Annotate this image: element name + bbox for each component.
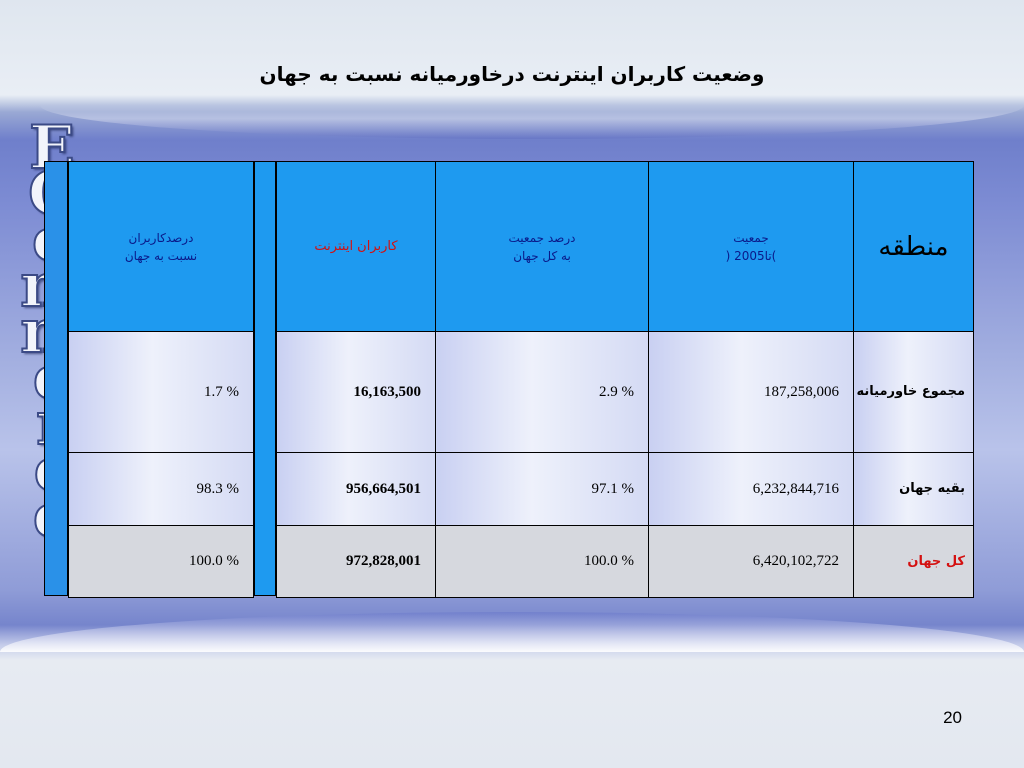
cell-population: 6,420,102,722 bbox=[648, 525, 854, 598]
header-users: کاربران اینترنت bbox=[314, 239, 398, 254]
table-row: 16,163,500 2.9 % 187,258,006 مجموع خاورم… bbox=[276, 331, 974, 453]
cell-region: بقیه جهان bbox=[853, 452, 974, 526]
page-number: 20 bbox=[943, 708, 962, 727]
region-label: مجموع خاورمیانه bbox=[856, 384, 965, 399]
header-cell-pop-pct: درصد جمعیت به کل جهان bbox=[435, 161, 649, 332]
table-row: 956,664,501 97.1 % 6,232,844,716 بقیه جه… bbox=[276, 452, 974, 526]
cell-share-middle-east: 1.7 % bbox=[68, 331, 254, 453]
header-population-line1: جمعیت bbox=[733, 230, 769, 245]
cell-pop-pct: 2.9 % bbox=[435, 331, 649, 453]
table-row-total: 972,828,001 100.0 % 6,420,102,722 کل جها… bbox=[276, 525, 974, 598]
cell-population: 187,258,006 bbox=[648, 331, 854, 453]
cell-region: مجموع خاورمیانه bbox=[853, 331, 974, 453]
data-table: کاربران اینترنت درصد جمعیت به کل جهان جم… bbox=[276, 161, 974, 598]
share-column-table: درصدکاربران نسبت به جهان 1.7 % 98.3 % 10… bbox=[68, 161, 254, 598]
cell-users: 956,664,501 bbox=[276, 452, 436, 526]
header-pop-pct-line2: به کل جهان bbox=[513, 248, 571, 263]
decorative-band-top bbox=[40, 105, 1024, 139]
table-left-strip bbox=[44, 161, 68, 596]
header-cell-region: منطقه bbox=[853, 161, 974, 332]
header-share-line2: نسبت به جهان bbox=[124, 248, 198, 263]
header-pop-pct-line1: درصد جمعیت bbox=[508, 230, 576, 245]
cell-share-world-total: 100.0 % bbox=[68, 525, 254, 598]
cell-pop-pct: 97.1 % bbox=[435, 452, 649, 526]
header-cell-population: جمعیت )تا2005 ( bbox=[648, 161, 854, 332]
slide-title: وضعیت کاربران اینترنت درخاورمیانه نسبت ب… bbox=[259, 62, 765, 86]
header-cell-share: درصدکاربران نسبت به جهان bbox=[68, 161, 254, 332]
cell-region: کل جهان bbox=[853, 525, 974, 598]
header-share-line1: درصدکاربران bbox=[128, 230, 194, 245]
header-region: منطقه bbox=[878, 231, 949, 262]
table-header-row: کاربران اینترنت درصد جمعیت به کل جهان جم… bbox=[276, 161, 974, 332]
cell-population: 6,232,844,716 bbox=[648, 452, 854, 526]
decorative-band-bottom bbox=[0, 612, 1024, 652]
cell-users: 16,163,500 bbox=[276, 331, 436, 453]
header-cell-users: کاربران اینترنت bbox=[276, 161, 436, 332]
cell-pop-pct: 100.0 % bbox=[435, 525, 649, 598]
table-middle-strip bbox=[254, 161, 276, 596]
cell-users: 972,828,001 bbox=[276, 525, 436, 598]
header-population-line2: )تا2005 ( bbox=[725, 248, 777, 263]
cell-share-rest-world: 98.3 % bbox=[68, 452, 254, 526]
